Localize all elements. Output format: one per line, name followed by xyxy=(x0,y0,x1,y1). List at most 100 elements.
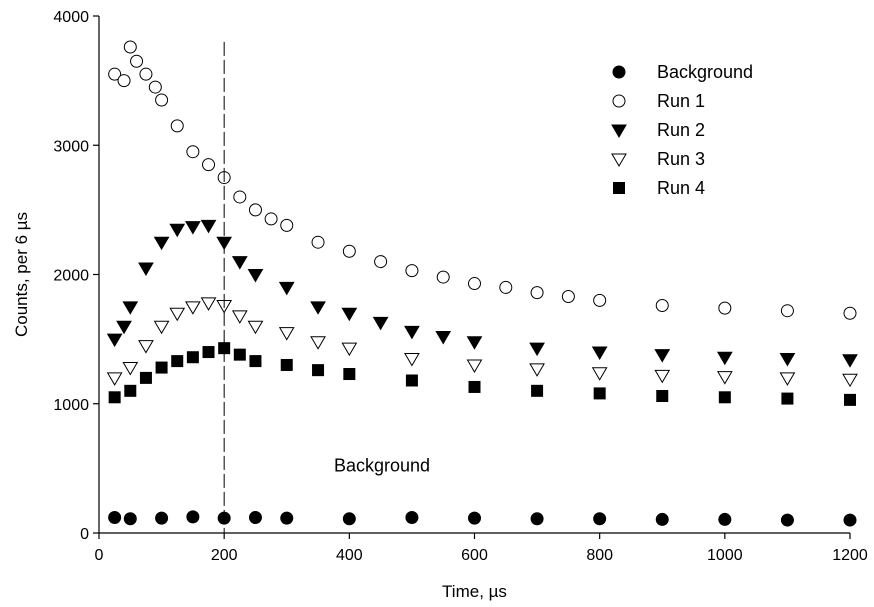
legend-marker xyxy=(611,124,627,138)
data-point xyxy=(718,391,731,404)
data-point xyxy=(171,355,184,368)
data-point xyxy=(716,371,733,385)
x-tick-label: 800 xyxy=(586,547,613,564)
legend-label: Run 4 xyxy=(657,178,705,198)
data-point xyxy=(155,361,168,374)
legend-item: Run 1 xyxy=(612,91,705,111)
data-point xyxy=(106,372,123,386)
legend-label: Run 3 xyxy=(657,149,705,169)
data-marks xyxy=(106,40,858,527)
data-point xyxy=(342,512,356,526)
data-point xyxy=(342,244,356,258)
x-tick-label: 1200 xyxy=(832,547,868,564)
legend-item: Run 4 xyxy=(613,178,705,198)
data-point xyxy=(310,301,326,315)
data-point xyxy=(718,512,732,526)
data-point xyxy=(249,355,262,368)
x-tick-label: 0 xyxy=(95,547,104,564)
data-point xyxy=(405,510,419,524)
data-point xyxy=(374,255,388,269)
x-tick-label: 200 xyxy=(211,547,238,564)
data-point xyxy=(106,333,123,348)
data-point xyxy=(310,336,326,350)
data-point xyxy=(108,510,122,524)
data-point xyxy=(169,307,186,322)
data-point xyxy=(780,304,794,318)
data-point xyxy=(280,358,293,371)
data-point xyxy=(843,306,857,320)
data-point xyxy=(435,331,452,345)
data-point xyxy=(200,297,217,311)
data-point xyxy=(780,513,794,527)
series-run-3 xyxy=(106,297,858,388)
data-point xyxy=(654,369,671,384)
data-point xyxy=(655,512,669,526)
legend: Background Run 1 Run 2 Run 3 Run 4 xyxy=(611,62,753,198)
data-point xyxy=(561,289,575,303)
y-tick-label: 3000 xyxy=(53,138,89,155)
y-tick-label: 4000 xyxy=(53,9,89,26)
legend-label: Run 2 xyxy=(657,120,705,140)
data-point xyxy=(468,380,481,393)
data-point xyxy=(843,513,857,527)
data-point xyxy=(656,389,669,402)
data-point xyxy=(530,286,544,300)
y-tick-label: 1000 xyxy=(53,397,89,414)
data-point xyxy=(593,512,607,526)
data-point xyxy=(108,67,122,81)
data-point xyxy=(123,40,137,54)
data-point xyxy=(341,307,358,322)
data-point xyxy=(264,212,278,226)
data-point xyxy=(531,384,544,397)
data-point xyxy=(247,320,264,335)
data-point xyxy=(116,320,132,335)
data-point xyxy=(148,80,162,94)
background-annotation: Background xyxy=(334,455,430,475)
data-point xyxy=(130,54,144,68)
data-point xyxy=(311,235,325,249)
data-point xyxy=(280,511,294,525)
data-point xyxy=(278,327,295,341)
axes: 0 200 400 600 800 1000 1200 0 1000 2000 3000 4000 Ti… xyxy=(12,9,868,601)
data-point xyxy=(138,340,154,354)
data-point xyxy=(341,342,358,357)
legend-item: Run 3 xyxy=(611,149,705,169)
data-point xyxy=(122,362,139,376)
data-point xyxy=(593,387,606,400)
data-point xyxy=(186,351,199,364)
data-point xyxy=(233,348,246,361)
x-tick-label: 600 xyxy=(461,547,488,564)
data-point xyxy=(343,368,356,381)
data-point xyxy=(593,293,607,307)
x-axis-title: Time, µs xyxy=(442,582,507,601)
data-point xyxy=(247,269,264,283)
data-point xyxy=(779,372,796,386)
data-point xyxy=(185,221,201,235)
data-point xyxy=(248,510,262,524)
y-axis-title: Counts, per 6 µs xyxy=(12,212,31,337)
data-point xyxy=(718,301,732,315)
data-point xyxy=(248,203,262,217)
data-point xyxy=(139,371,152,384)
data-point xyxy=(716,351,733,366)
data-point xyxy=(842,373,858,388)
data-point xyxy=(779,353,796,367)
data-point xyxy=(654,349,671,363)
legend-label: Run 1 xyxy=(657,91,705,111)
data-point xyxy=(233,190,247,204)
data-point xyxy=(405,264,419,278)
legend-item: Run 2 xyxy=(611,120,705,140)
data-point xyxy=(499,280,513,294)
x-tick-label: 1000 xyxy=(707,547,743,564)
series-run-1 xyxy=(108,40,857,320)
data-point xyxy=(436,270,450,284)
legend-marker xyxy=(613,182,625,194)
data-point xyxy=(278,281,295,296)
data-point xyxy=(185,301,201,315)
legend-marker xyxy=(612,94,626,108)
data-point xyxy=(312,364,325,377)
data-point xyxy=(138,262,154,277)
data-point xyxy=(117,74,131,88)
data-point xyxy=(529,363,545,377)
data-point xyxy=(200,219,217,234)
